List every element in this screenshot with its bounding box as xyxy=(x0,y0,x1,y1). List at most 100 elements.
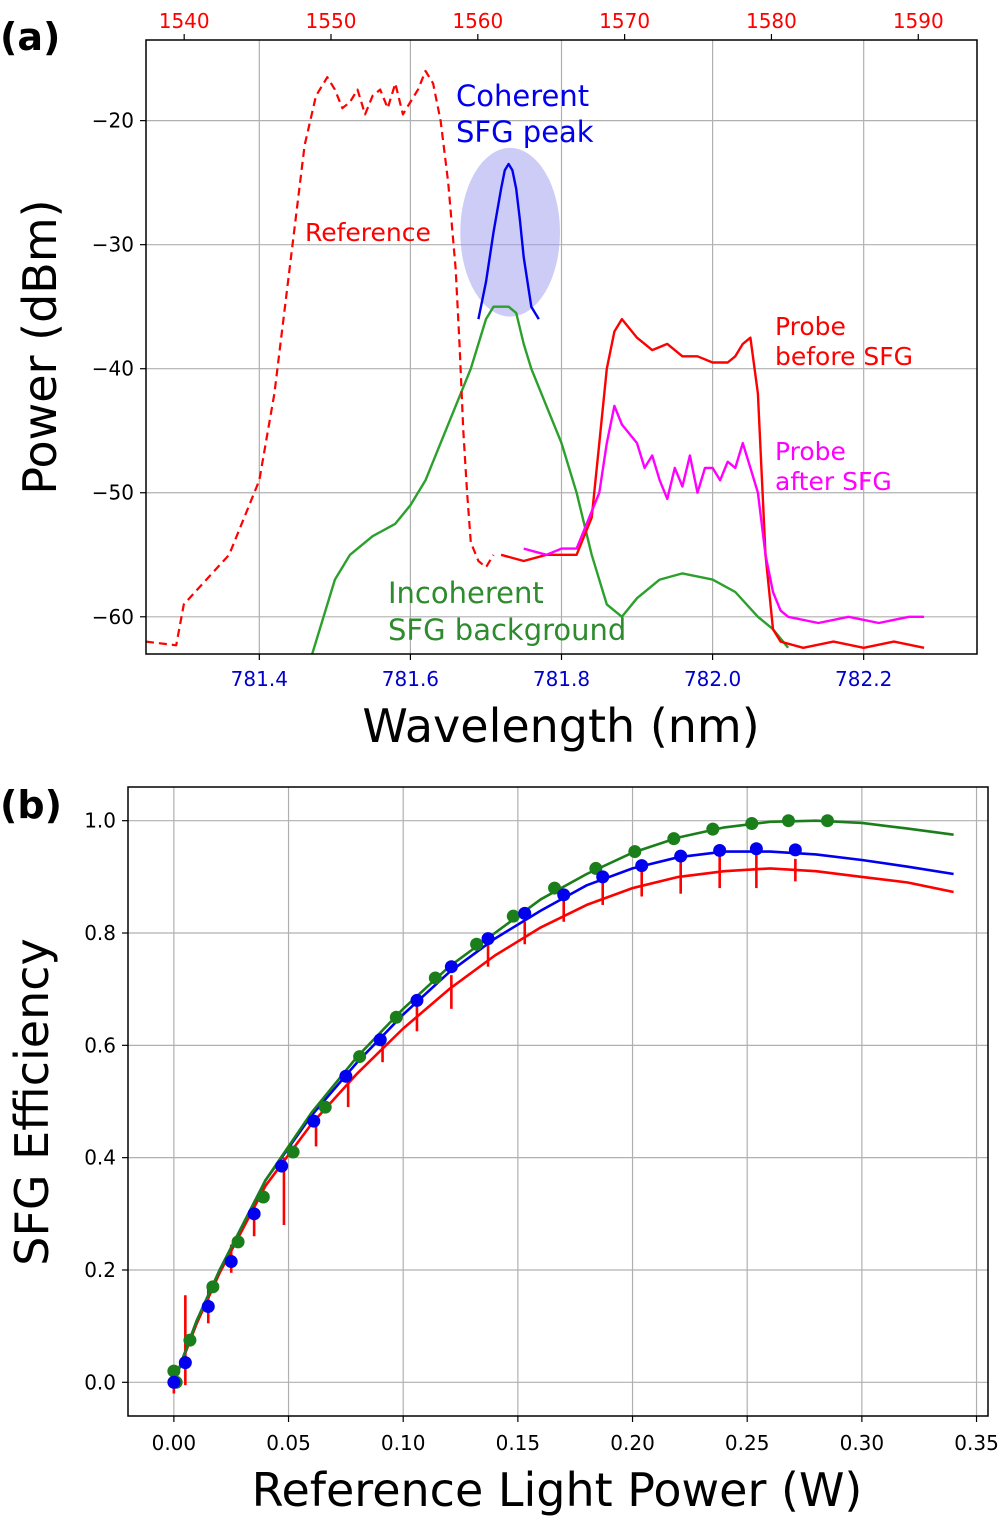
b-data-point xyxy=(307,1114,321,1128)
b-data-point xyxy=(353,1050,367,1064)
b-ytick-label: 0.4 xyxy=(84,1146,116,1170)
a-series-line xyxy=(477,162,540,320)
b-data-point xyxy=(788,843,802,857)
b-data-point xyxy=(596,870,610,884)
b-ytick-label: 0.0 xyxy=(84,1370,116,1394)
b-data-point xyxy=(183,1333,197,1347)
a-ytick-label: −20 xyxy=(92,109,134,133)
b-ytick-label: 0.6 xyxy=(84,1033,116,1057)
panel-a-grid xyxy=(146,40,977,654)
b-data-point xyxy=(206,1280,220,1294)
b-data-point xyxy=(167,1364,181,1378)
a-top-tick-label: 1580 xyxy=(746,9,797,33)
annotation-coherent: Coherent xyxy=(456,79,589,113)
panel-a-ticks: 781.4 781.6 781.8 782.0 782.2 −60 −50 −40 −30 −20… xyxy=(92,9,944,691)
b-data-point xyxy=(518,906,532,920)
b-data-point xyxy=(428,971,442,985)
panel-a-shapes xyxy=(460,147,560,317)
annotation-probe-before-1: Probe xyxy=(775,312,846,341)
annotation-incoherent: Incoherent xyxy=(388,576,544,610)
b-data-point xyxy=(167,1375,181,1389)
b-data-point xyxy=(410,993,424,1007)
b-data-point xyxy=(674,849,688,863)
b-data-point xyxy=(201,1299,215,1313)
a-xtick-label: 782.0 xyxy=(684,667,741,691)
b-xtick-label: 0.20 xyxy=(610,1431,655,1455)
b-ytick-label: 0.8 xyxy=(84,921,116,945)
annotation-probe-after-2: after SFG xyxy=(775,467,892,496)
panel-a-annotations: Reference Coherent SFG peak Probe before… xyxy=(305,79,913,647)
b-data-point xyxy=(820,814,834,828)
a-series-line xyxy=(311,305,790,655)
panel-b-frame xyxy=(127,786,989,1417)
b-data-point xyxy=(286,1145,300,1159)
a-series-line xyxy=(523,404,925,625)
panel-b-grid xyxy=(128,787,988,1416)
b-data-point xyxy=(389,1010,403,1024)
annotation-probe-before-2: before SFG xyxy=(775,342,913,371)
panel-a: (a) 781.4 781.6 781.8 782.0 782.2 −60 −50 −40 −3… xyxy=(0,9,978,753)
panel-b-ylabel: SFG Efficiency xyxy=(5,938,59,1266)
a-ytick-label: −30 xyxy=(92,233,134,257)
b-data-point xyxy=(256,1190,270,1204)
panel-a-ylabel: Power (dBm) xyxy=(13,199,67,494)
b-data-point xyxy=(318,1100,332,1114)
panel-b: (b) 0.00 0.05 0.10 0.15 0.20 0.25 0.30 0.350.00… xyxy=(0,783,999,1517)
b-data-point xyxy=(444,960,458,974)
b-data-point xyxy=(339,1069,353,1083)
a-ytick-label: −50 xyxy=(92,481,134,505)
b-data-point xyxy=(548,881,562,895)
b-data-point xyxy=(749,842,763,856)
b-data-point xyxy=(667,832,681,846)
b-ytick-label: 1.0 xyxy=(84,809,116,833)
panel-b-ticks: 0.00 0.05 0.10 0.15 0.20 0.25 0.30 0.35 0.0 0.2 0.… xyxy=(84,809,999,1455)
a-top-tick-label: 1590 xyxy=(893,9,944,33)
b-xtick-label: 0.05 xyxy=(266,1431,311,1455)
b-data-point xyxy=(506,909,520,923)
b-data-point xyxy=(470,937,484,951)
panel-b-xlabel: Reference Light Power (W) xyxy=(252,1463,863,1517)
a-xtick-label: 781.6 xyxy=(382,667,439,691)
b-data-point xyxy=(713,843,727,857)
b-data-point xyxy=(745,817,759,831)
panel-a-label: (a) xyxy=(0,15,60,59)
a-top-tick-label: 1550 xyxy=(306,9,357,33)
b-data-point xyxy=(481,932,495,946)
b-xtick-label: 0.25 xyxy=(725,1431,770,1455)
b-xtick-label: 0.10 xyxy=(381,1431,426,1455)
annotation-sfg-peak: SFG peak xyxy=(456,115,594,149)
b-fit-curve xyxy=(172,850,954,1383)
b-data-point xyxy=(224,1255,238,1269)
b-data-point xyxy=(231,1235,245,1249)
a-xtick-label: 781.4 xyxy=(231,667,288,691)
annotation-sfg-background: SFG background xyxy=(388,613,626,647)
b-xtick-label: 0.30 xyxy=(840,1431,885,1455)
b-ytick-label: 0.2 xyxy=(84,1258,116,1282)
b-data-point xyxy=(781,814,795,828)
b-xtick-label: 0.00 xyxy=(152,1431,197,1455)
a-top-tick-label: 1540 xyxy=(159,9,210,33)
panel-a-series xyxy=(145,69,925,655)
annotation-probe-after-1: Probe xyxy=(775,437,846,466)
b-fit-curve xyxy=(172,867,954,1383)
panel-b-series xyxy=(167,814,954,1394)
panel-a-xlabel: Wavelength (nm) xyxy=(362,699,759,753)
b-data-point xyxy=(557,888,571,902)
a-top-tick-label: 1560 xyxy=(452,9,503,33)
a-ytick-label: −40 xyxy=(92,357,134,381)
coherent-peak-highlight xyxy=(460,147,560,317)
b-data-point xyxy=(275,1159,289,1173)
panel-b-label: (b) xyxy=(0,783,62,827)
a-xtick-label: 782.2 xyxy=(835,667,892,691)
b-data-point xyxy=(373,1033,387,1047)
b-data-point xyxy=(635,859,649,873)
b-xtick-label: 0.35 xyxy=(954,1431,999,1455)
a-xtick-label: 781.8 xyxy=(533,667,590,691)
b-data-point xyxy=(247,1207,261,1221)
a-ytick-label: −60 xyxy=(92,605,134,629)
b-data-point xyxy=(706,822,720,836)
b-data-point xyxy=(628,845,642,859)
a-series-line xyxy=(500,317,925,649)
b-xtick-label: 0.15 xyxy=(496,1431,541,1455)
